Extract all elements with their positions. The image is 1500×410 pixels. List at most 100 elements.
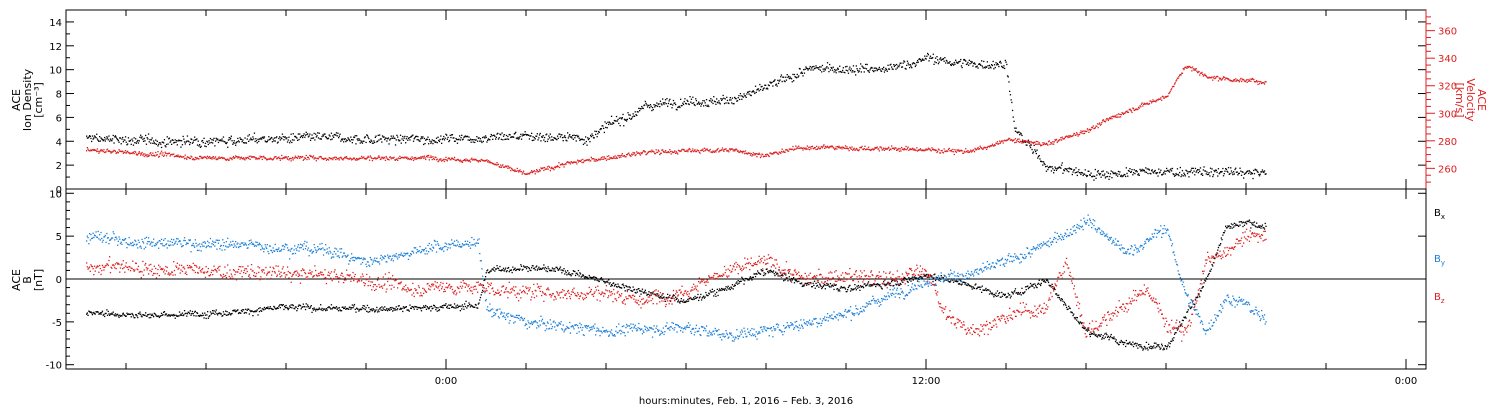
data-point-velocity xyxy=(1110,116,1112,118)
data-point-velocity xyxy=(733,148,735,151)
data-point-velocity xyxy=(564,163,567,165)
data-point-velocity xyxy=(609,156,611,159)
data-point-density xyxy=(977,67,979,69)
data-point-density xyxy=(1015,127,1017,129)
data-point-density xyxy=(496,133,498,135)
data-point-density xyxy=(1000,62,1002,64)
data-point-velocity xyxy=(989,145,991,147)
data-point-velocity xyxy=(427,156,429,158)
data-point-velocity xyxy=(903,149,905,151)
data-point-density xyxy=(315,136,317,138)
data-point-velocity xyxy=(1087,129,1089,131)
data-point-bx xyxy=(1086,329,1088,331)
data-point-velocity xyxy=(108,150,110,152)
data-point-density xyxy=(618,117,621,119)
data-point-velocity xyxy=(1237,79,1239,82)
data-point-bx xyxy=(86,313,88,315)
data-point-density xyxy=(974,63,976,65)
data-point-bx xyxy=(718,290,720,292)
data-point-density xyxy=(1123,173,1125,176)
data-point-bx xyxy=(369,308,371,311)
data-point-velocity xyxy=(358,158,360,161)
data-point-density xyxy=(842,69,844,72)
data-point-bx xyxy=(153,316,155,318)
data-point-velocity xyxy=(519,169,521,171)
data-point-bx xyxy=(985,287,987,290)
data-point-bx xyxy=(842,286,844,289)
data-point-velocity xyxy=(613,156,615,158)
data-point-bx xyxy=(158,316,160,319)
data-point-bx xyxy=(612,282,614,285)
data-point-density xyxy=(687,100,689,102)
data-point-velocity xyxy=(743,151,745,153)
data-point-density xyxy=(773,80,775,82)
data-point-density xyxy=(614,120,616,122)
data-point-density xyxy=(93,137,95,139)
data-point-density xyxy=(1140,170,1142,172)
data-point-density xyxy=(291,139,294,141)
data-point-velocity xyxy=(1042,143,1045,146)
data-point-velocity xyxy=(949,150,951,152)
data-point-velocity xyxy=(446,159,448,161)
data-point-bx xyxy=(435,308,437,311)
data-point-density xyxy=(461,134,463,136)
data-point-bx xyxy=(281,304,283,306)
data-point-density xyxy=(1157,175,1159,177)
data-point-velocity xyxy=(1215,77,1217,79)
data-point-velocity xyxy=(150,152,152,154)
data-point-bx xyxy=(940,275,942,277)
data-point-bx xyxy=(1011,291,1013,293)
data-point-density xyxy=(1037,155,1040,158)
bottom-panel-time-ticks xyxy=(125,189,1407,369)
data-point-density xyxy=(878,68,880,71)
data-point-density xyxy=(219,139,222,141)
data-point-velocity xyxy=(158,155,160,157)
data-point-bx xyxy=(1167,344,1169,346)
data-point-bx xyxy=(284,305,286,307)
data-point-velocity xyxy=(794,148,796,150)
data-point-velocity xyxy=(507,165,510,167)
data-point-density xyxy=(826,62,829,64)
data-point-velocity xyxy=(408,158,410,160)
data-point-bx xyxy=(938,279,940,282)
data-point-velocity xyxy=(448,157,451,160)
data-point-density xyxy=(357,139,359,142)
data-point-density xyxy=(663,103,665,105)
data-point-velocity xyxy=(300,156,302,159)
data-point-velocity xyxy=(986,148,988,151)
data-point-velocity xyxy=(411,156,413,158)
data-point-velocity xyxy=(1162,95,1164,98)
data-point-velocity xyxy=(196,157,199,159)
data-point-velocity xyxy=(407,157,410,159)
data-point-density xyxy=(978,63,981,65)
data-point-density xyxy=(1116,173,1118,175)
data-point-bx xyxy=(706,294,708,297)
data-point-bx xyxy=(819,284,821,286)
data-point-velocity xyxy=(626,154,628,156)
data-point-density xyxy=(965,60,967,62)
data-point-bx xyxy=(117,313,119,315)
data-point-bx xyxy=(1120,339,1122,342)
data-point-velocity xyxy=(468,160,470,162)
data-point-bx xyxy=(714,293,716,295)
data-point-density xyxy=(842,67,844,69)
data-point-velocity xyxy=(813,148,815,150)
data-point-velocity xyxy=(253,156,255,158)
data-point-bx xyxy=(340,310,343,312)
data-point-bx xyxy=(790,277,793,280)
data-point-velocity xyxy=(506,165,508,167)
data-point-density xyxy=(744,95,747,97)
data-point-bx xyxy=(204,312,206,314)
data-point-bx xyxy=(361,308,363,310)
data-point-velocity xyxy=(114,150,117,153)
data-point-bx xyxy=(836,288,838,290)
data-point-velocity xyxy=(169,155,171,157)
data-point-density xyxy=(1087,170,1089,172)
data-point-density xyxy=(294,135,297,138)
data-point-density xyxy=(848,68,850,70)
data-point-bx xyxy=(1176,327,1178,329)
data-point-velocity xyxy=(178,155,180,158)
data-point-velocity xyxy=(1061,136,1063,138)
data-point-density xyxy=(123,139,125,141)
data-point-density xyxy=(569,136,572,138)
